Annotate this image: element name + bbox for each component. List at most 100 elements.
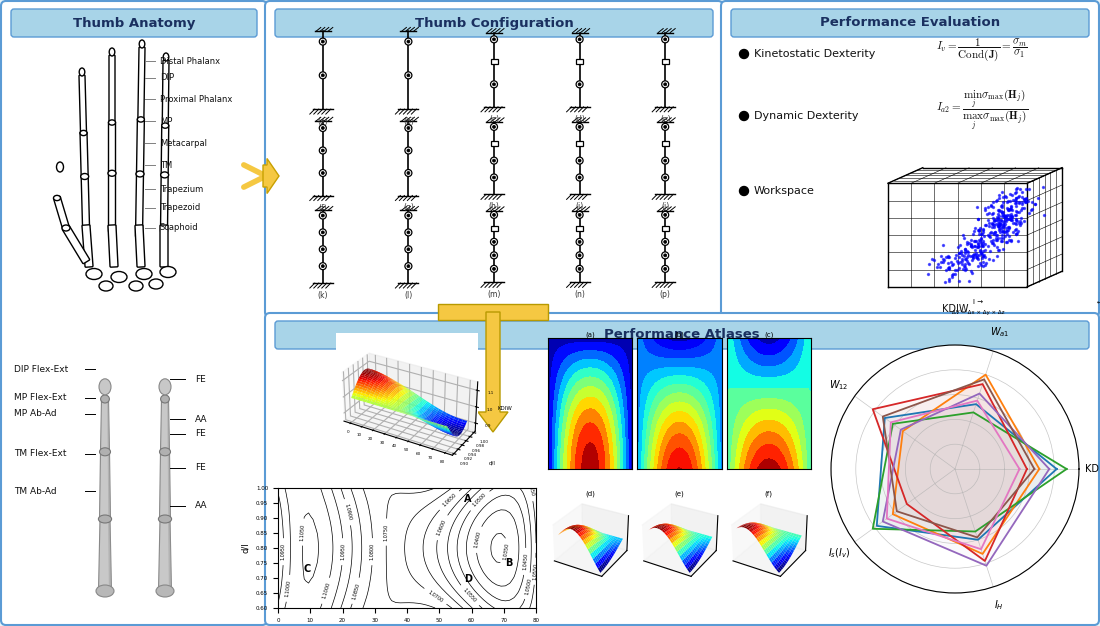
Configuration (h) [1043, 465, 1056, 473]
Circle shape [576, 265, 583, 272]
Point [993, 187, 1011, 197]
Configuration (b) [887, 510, 900, 518]
Text: (m): (m) [487, 290, 500, 299]
Configuration (d) [969, 528, 982, 535]
Configuration (h) [877, 518, 890, 525]
Polygon shape [168, 519, 172, 591]
Point [1006, 219, 1024, 229]
Point [952, 248, 969, 258]
Circle shape [407, 172, 410, 175]
Point [1016, 197, 1034, 207]
Point [940, 262, 958, 272]
Point [993, 207, 1011, 217]
Point [946, 252, 964, 262]
Point [1003, 190, 1021, 200]
Circle shape [491, 212, 497, 218]
Point [1004, 218, 1022, 228]
Circle shape [579, 176, 581, 179]
Point [986, 220, 1003, 230]
Text: (h): (h) [488, 202, 499, 212]
Point [993, 217, 1011, 227]
Configuration (a) [971, 536, 984, 543]
Point [996, 212, 1013, 222]
FancyBboxPatch shape [109, 172, 116, 232]
Configuration (b) [1033, 465, 1046, 473]
Point [976, 250, 993, 260]
Point [962, 240, 980, 250]
Point [943, 260, 960, 270]
Point [1000, 235, 1018, 245]
Text: FE: FE [195, 463, 206, 473]
Text: (a): (a) [318, 117, 328, 126]
Point [996, 215, 1013, 225]
Ellipse shape [129, 281, 143, 291]
Point [949, 252, 967, 262]
Ellipse shape [162, 123, 168, 128]
Circle shape [491, 252, 497, 259]
FancyBboxPatch shape [265, 1, 723, 317]
Point [1020, 208, 1037, 218]
Point [958, 239, 976, 249]
Point [990, 193, 1008, 203]
Point [966, 249, 983, 259]
Circle shape [576, 239, 583, 245]
Point [991, 223, 1009, 233]
Point [1004, 195, 1022, 205]
Point [1001, 204, 1019, 214]
Point [955, 260, 972, 270]
Point [1011, 207, 1028, 217]
Point [975, 236, 992, 246]
Point [998, 237, 1015, 247]
Point [1026, 198, 1044, 208]
Point [970, 214, 988, 224]
Text: D: D [464, 573, 472, 583]
Point [975, 250, 992, 260]
Point [957, 254, 975, 264]
Point [961, 235, 979, 245]
Text: 1.0700: 1.0700 [427, 589, 444, 603]
Configuration (b) [976, 550, 989, 558]
Point [1010, 198, 1027, 208]
Point [1006, 207, 1024, 217]
Circle shape [493, 159, 495, 162]
Point [969, 225, 987, 235]
Point [960, 277, 978, 287]
Point [1011, 218, 1028, 228]
Point [968, 202, 986, 212]
Text: Kinetostatic Dexterity: Kinetostatic Dexterity [754, 49, 876, 59]
Text: (d): (d) [574, 115, 585, 124]
Circle shape [493, 240, 495, 244]
Line: Configuration (p): Configuration (p) [887, 401, 1020, 549]
Point [958, 246, 976, 256]
Text: Thumb Anatomy: Thumb Anatomy [73, 16, 195, 29]
Point [991, 227, 1009, 237]
Point [1006, 197, 1024, 207]
Line: Configuration (e): Configuration (e) [872, 384, 1027, 561]
Point [970, 235, 988, 245]
Point [990, 218, 1008, 228]
Point [1008, 183, 1025, 193]
Point [993, 236, 1011, 246]
Point [972, 238, 990, 248]
Circle shape [662, 123, 669, 130]
Configuration (l) [890, 508, 903, 515]
Circle shape [663, 267, 667, 270]
Point [961, 239, 979, 249]
Point [1000, 214, 1018, 224]
Title: (f): (f) [764, 491, 773, 497]
Ellipse shape [98, 515, 111, 523]
Point [978, 220, 996, 230]
Title: KDIW: KDIW [942, 304, 968, 314]
Circle shape [579, 38, 581, 41]
Point [994, 222, 1012, 232]
Circle shape [663, 213, 667, 217]
Point [930, 259, 947, 269]
Point [1011, 191, 1028, 201]
Text: 1.0550: 1.0550 [462, 588, 477, 604]
Point [994, 192, 1012, 202]
Text: DIP: DIP [160, 73, 174, 83]
Point [1035, 182, 1053, 192]
Point [987, 227, 1004, 237]
Point [1021, 184, 1038, 194]
Point [934, 254, 952, 264]
